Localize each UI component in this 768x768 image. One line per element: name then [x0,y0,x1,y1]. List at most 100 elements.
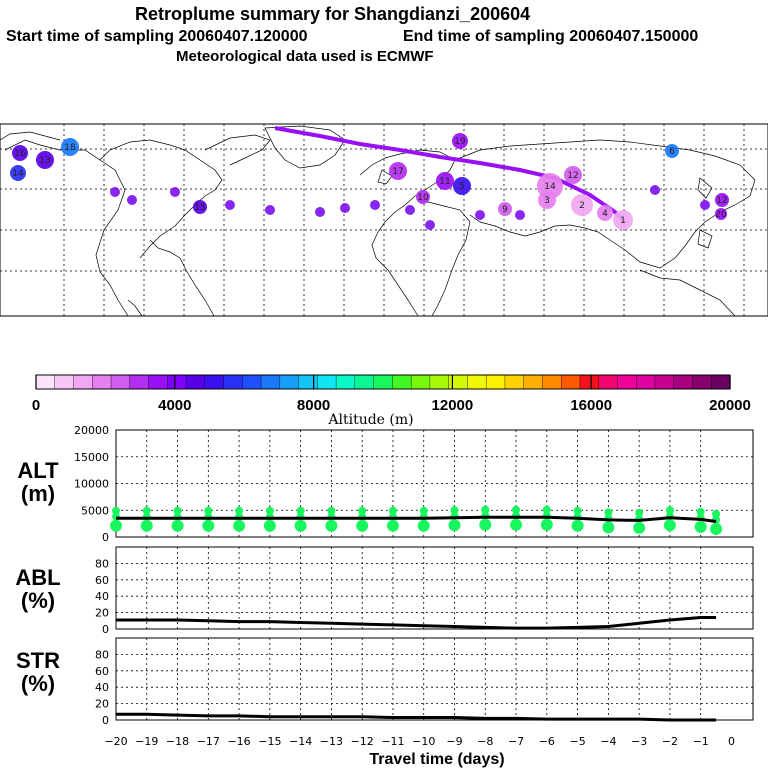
colorbar-tick-label: 0 [32,397,40,414]
map-point: 4 [597,205,613,221]
alt-dot [573,506,582,515]
map-point-label: 5 [459,182,465,192]
alt-dot [665,506,674,515]
map-point: 12 [715,193,729,207]
alt-dot [448,519,461,532]
alt-dot [173,506,182,515]
map-point: 9 [498,202,512,216]
x-tick-label: −17 [197,735,220,748]
map-point-marker [538,191,556,209]
alt-dot [294,519,307,532]
map-minor-point [700,200,710,210]
y-tick-label: 0 [102,623,109,636]
alt-dot [327,506,336,515]
alt-ylabel-2: (m) [21,481,55,506]
alt-dot [140,519,153,532]
map-point: 14 [10,165,26,181]
alt-dot [358,506,367,515]
map-point: 18 [61,138,79,156]
abl-panel-frame [115,546,754,630]
colorbar-swatch [73,374,93,390]
colorbar-tick-label: 16000 [570,397,612,414]
alt-dot [696,507,705,516]
map-point-marker [10,165,26,181]
colorbar-tick-label: 20000 [709,397,751,414]
alt-dot [142,506,151,515]
map-point: 20 [715,208,727,220]
colorbar-swatch [167,374,187,390]
y-tick-label: 60 [95,574,109,587]
colorbar-swatch [223,374,243,390]
map-point-marker [389,162,407,180]
map-point-label: 20 [715,210,727,220]
map-point-marker [498,202,512,216]
map-point: 16 [12,145,28,161]
alt-dot [202,519,215,532]
alt-dot [663,519,676,532]
map-point: 17 [389,162,407,180]
colorbar-swatch [54,374,75,390]
colorbar-swatch [354,374,375,390]
map-minor-point [265,205,275,215]
y-tick-label: 5000 [81,504,109,517]
map-point-marker [453,177,471,195]
map-point-label: 15 [194,203,205,213]
colorbar-swatch [129,374,150,390]
alt-dot [512,505,521,514]
y-tick-label: 0 [102,714,109,727]
colorbar-swatch [467,374,487,390]
alt-dot [604,508,613,517]
map-minor-point [127,195,137,205]
map-point-marker [436,172,454,190]
map-minor-point [475,210,485,220]
map-minor-point [110,187,120,197]
alt-dot [265,506,274,515]
map-point-label: 14 [12,169,24,179]
alt-dot [112,506,120,515]
coastlines [0,125,756,317]
alt-dot [542,505,551,514]
map-point-marker [613,210,633,230]
map-point-marker [61,138,79,156]
map-point: 3 [538,191,556,209]
map-minor-point [425,220,435,230]
x-tick-label: −4 [600,735,616,748]
colorbar-swatch [260,374,281,390]
map-point-label: 1 [620,216,626,226]
series-line [116,712,717,722]
map-point-marker [416,190,430,204]
map-point: 10 [416,190,430,204]
colorbar-swatch [110,374,131,390]
end-time: End time of sampling 20060407.150000 [403,28,699,45]
str-ylabel-2: (%) [21,671,55,696]
alt-dot [356,519,369,532]
alt-dot [571,519,584,532]
map-point-marker [665,144,679,158]
x-tick-label: −6 [539,735,555,748]
map-point-marker [36,151,54,169]
colorbar-swatch [504,374,525,390]
colorbar-swatch [636,374,656,390]
colorbar-swatch [392,374,412,390]
colorbar-swatch [485,374,506,390]
map-point-label: 12 [716,196,727,206]
map-point: 12 [564,166,582,184]
alt-dot [263,519,276,532]
alt-dot [602,521,615,534]
map-point-label: 3 [544,196,550,206]
str-panel-frame [115,637,754,721]
map-point-label: 19 [454,137,466,147]
y-tick-label: 0 [102,531,109,544]
plume-track [274,126,627,224]
map-minor-point [370,200,380,210]
colorbar-tick-labels: 0 4000 8000 12000 16000 20000 [32,375,751,414]
x-tick-label: −12 [351,735,374,748]
alt-dot [510,518,523,531]
x-tick-label: −20 [104,735,127,748]
colorbar-swatch [542,374,562,390]
map-point-marker [12,145,28,161]
x-tick-label: −10 [412,735,435,748]
x-tick-label: −15 [258,735,281,748]
